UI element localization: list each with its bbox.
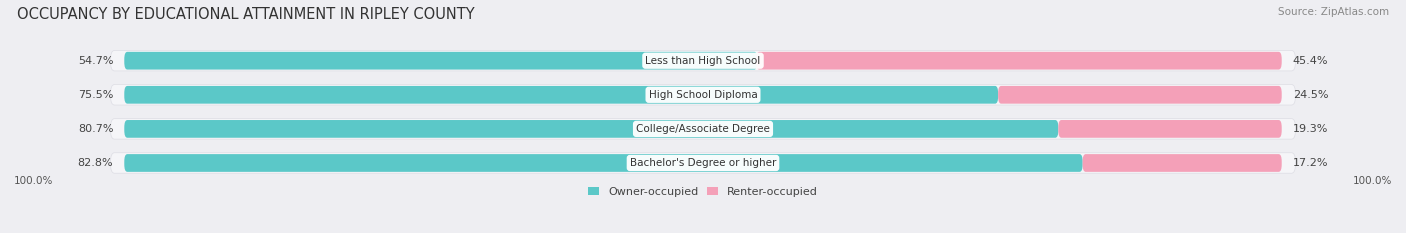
FancyBboxPatch shape <box>124 86 998 104</box>
Legend: Owner-occupied, Renter-occupied: Owner-occupied, Renter-occupied <box>583 182 823 201</box>
Text: 54.7%: 54.7% <box>77 56 114 66</box>
FancyBboxPatch shape <box>998 86 1282 104</box>
FancyBboxPatch shape <box>124 52 758 70</box>
FancyBboxPatch shape <box>111 51 1295 71</box>
Text: 80.7%: 80.7% <box>77 124 114 134</box>
FancyBboxPatch shape <box>124 154 1083 172</box>
FancyBboxPatch shape <box>1083 154 1282 172</box>
FancyBboxPatch shape <box>111 153 1295 173</box>
Text: College/Associate Degree: College/Associate Degree <box>636 124 770 134</box>
Text: 82.8%: 82.8% <box>77 158 114 168</box>
Text: High School Diploma: High School Diploma <box>648 90 758 100</box>
Text: Bachelor's Degree or higher: Bachelor's Degree or higher <box>630 158 776 168</box>
Text: 19.3%: 19.3% <box>1292 124 1329 134</box>
Text: Source: ZipAtlas.com: Source: ZipAtlas.com <box>1278 7 1389 17</box>
Text: 24.5%: 24.5% <box>1292 90 1329 100</box>
FancyBboxPatch shape <box>1059 120 1282 138</box>
Text: 45.4%: 45.4% <box>1292 56 1329 66</box>
FancyBboxPatch shape <box>111 119 1295 139</box>
Text: 75.5%: 75.5% <box>77 90 114 100</box>
Text: Less than High School: Less than High School <box>645 56 761 66</box>
FancyBboxPatch shape <box>111 85 1295 105</box>
Text: 100.0%: 100.0% <box>14 176 53 186</box>
FancyBboxPatch shape <box>124 120 1059 138</box>
Text: 17.2%: 17.2% <box>1292 158 1329 168</box>
FancyBboxPatch shape <box>756 52 1282 70</box>
Text: OCCUPANCY BY EDUCATIONAL ATTAINMENT IN RIPLEY COUNTY: OCCUPANCY BY EDUCATIONAL ATTAINMENT IN R… <box>17 7 474 22</box>
Text: 100.0%: 100.0% <box>1353 176 1392 186</box>
